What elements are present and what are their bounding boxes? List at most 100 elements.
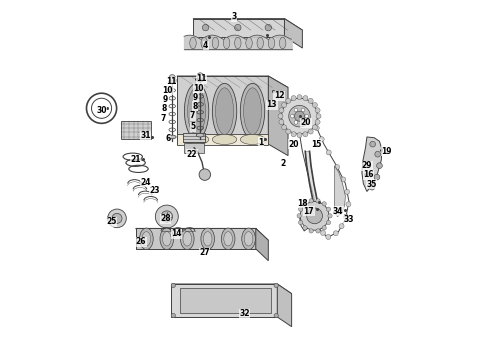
Circle shape xyxy=(377,163,382,168)
Text: 15: 15 xyxy=(312,140,322,149)
Circle shape xyxy=(303,96,308,100)
Circle shape xyxy=(265,24,271,31)
Circle shape xyxy=(235,24,241,31)
Ellipse shape xyxy=(268,37,275,49)
Polygon shape xyxy=(183,134,205,142)
Text: 31: 31 xyxy=(140,131,150,140)
Text: 35: 35 xyxy=(366,180,376,189)
Circle shape xyxy=(375,151,381,157)
Circle shape xyxy=(300,202,329,230)
Circle shape xyxy=(294,121,298,124)
Circle shape xyxy=(322,226,326,230)
Circle shape xyxy=(108,209,126,228)
Circle shape xyxy=(291,114,294,118)
Circle shape xyxy=(286,98,291,103)
Polygon shape xyxy=(122,121,151,139)
Ellipse shape xyxy=(163,231,171,246)
Circle shape xyxy=(341,177,346,182)
Ellipse shape xyxy=(212,134,237,144)
Circle shape xyxy=(333,231,338,236)
Text: 25: 25 xyxy=(106,217,117,226)
Ellipse shape xyxy=(201,37,207,49)
Circle shape xyxy=(298,207,303,211)
Ellipse shape xyxy=(279,37,286,49)
Text: 27: 27 xyxy=(199,248,210,257)
Circle shape xyxy=(305,114,309,118)
Text: 3: 3 xyxy=(232,12,237,21)
Ellipse shape xyxy=(240,84,265,139)
Text: 16: 16 xyxy=(364,170,374,179)
Ellipse shape xyxy=(183,231,192,246)
Circle shape xyxy=(303,226,307,230)
Text: 26: 26 xyxy=(136,237,146,246)
Circle shape xyxy=(294,111,304,121)
Circle shape xyxy=(346,202,351,207)
Polygon shape xyxy=(193,19,285,37)
Polygon shape xyxy=(285,19,302,48)
Polygon shape xyxy=(193,19,302,30)
Ellipse shape xyxy=(201,228,215,249)
Ellipse shape xyxy=(184,134,209,144)
Ellipse shape xyxy=(203,231,212,246)
Circle shape xyxy=(169,75,175,81)
Circle shape xyxy=(274,314,278,318)
Ellipse shape xyxy=(196,77,204,82)
Circle shape xyxy=(303,202,307,206)
Circle shape xyxy=(322,202,326,206)
Text: 32: 32 xyxy=(239,309,249,318)
Ellipse shape xyxy=(142,231,151,246)
Ellipse shape xyxy=(216,88,234,134)
Circle shape xyxy=(344,189,349,194)
Text: 11: 11 xyxy=(166,77,177,86)
Ellipse shape xyxy=(196,134,204,137)
Circle shape xyxy=(291,96,296,100)
Ellipse shape xyxy=(245,231,253,246)
Circle shape xyxy=(307,208,322,224)
Polygon shape xyxy=(305,151,323,226)
Circle shape xyxy=(308,129,313,134)
Text: 4: 4 xyxy=(203,41,208,50)
Circle shape xyxy=(370,141,375,147)
Text: 30: 30 xyxy=(97,105,107,114)
Text: 11: 11 xyxy=(196,75,206,84)
Ellipse shape xyxy=(140,228,153,249)
Text: 34: 34 xyxy=(333,207,343,216)
Text: 7: 7 xyxy=(161,114,166,123)
Text: 8: 8 xyxy=(192,102,197,111)
Ellipse shape xyxy=(184,84,209,139)
Circle shape xyxy=(278,114,283,119)
Circle shape xyxy=(112,213,122,224)
Text: 33: 33 xyxy=(344,215,354,224)
Text: 1: 1 xyxy=(259,138,264,147)
Ellipse shape xyxy=(212,84,237,139)
Polygon shape xyxy=(136,228,269,240)
Polygon shape xyxy=(177,76,269,144)
Polygon shape xyxy=(136,228,256,249)
Circle shape xyxy=(339,224,344,229)
Circle shape xyxy=(316,114,321,119)
Circle shape xyxy=(297,95,302,100)
Ellipse shape xyxy=(257,37,264,49)
Circle shape xyxy=(313,125,318,130)
Polygon shape xyxy=(172,284,277,317)
Ellipse shape xyxy=(223,37,230,49)
Ellipse shape xyxy=(244,88,262,134)
Circle shape xyxy=(297,133,302,138)
Circle shape xyxy=(315,108,320,113)
Circle shape xyxy=(171,314,175,318)
Circle shape xyxy=(369,184,375,190)
Circle shape xyxy=(155,205,178,228)
Text: 19: 19 xyxy=(381,147,392,156)
Text: 24: 24 xyxy=(141,178,151,187)
Circle shape xyxy=(279,108,284,113)
Circle shape xyxy=(199,169,211,180)
Ellipse shape xyxy=(169,79,176,84)
Ellipse shape xyxy=(190,37,196,49)
Circle shape xyxy=(313,103,318,108)
Text: 2: 2 xyxy=(280,159,285,168)
Circle shape xyxy=(289,105,310,127)
Text: 28: 28 xyxy=(160,214,171,223)
Text: 18: 18 xyxy=(297,199,308,208)
Polygon shape xyxy=(177,76,288,87)
Circle shape xyxy=(291,132,296,137)
